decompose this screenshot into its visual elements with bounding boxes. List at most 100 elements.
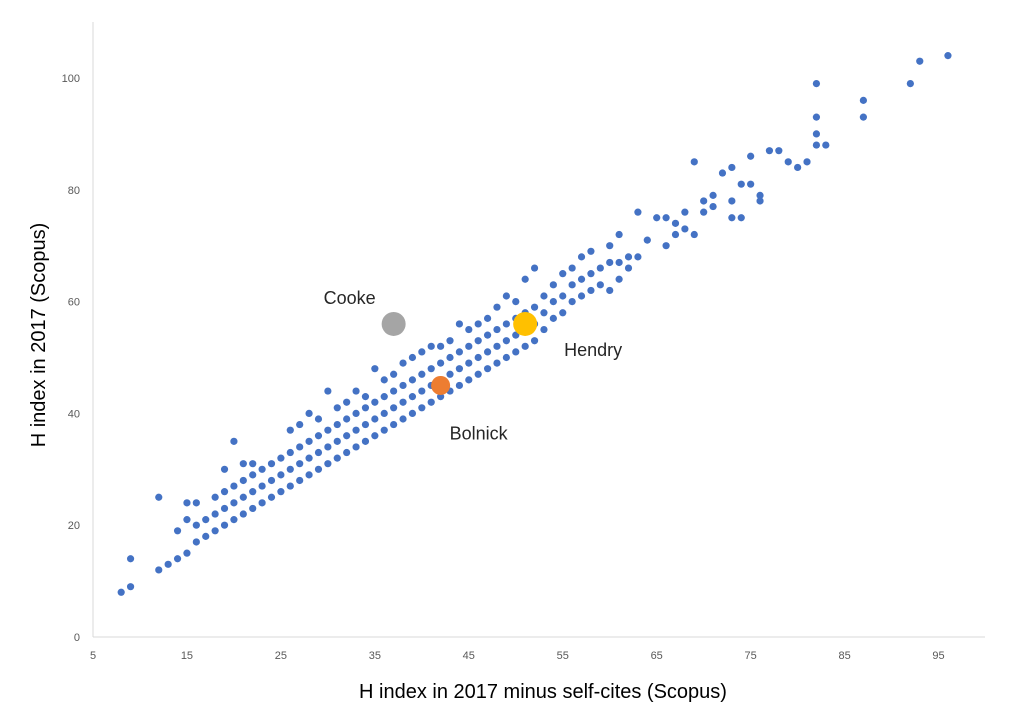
- data-point: [474, 353, 482, 362]
- data-point: [465, 325, 473, 334]
- x-tick-label: 75: [745, 650, 757, 662]
- data-point: [230, 437, 238, 445]
- data-point: [164, 560, 172, 568]
- highlight-point-hendry: [513, 311, 538, 336]
- data-point: [249, 460, 257, 468]
- annotation-hendry: Hendry: [564, 340, 622, 360]
- data-point: [446, 353, 454, 362]
- data-point: [681, 208, 689, 216]
- data-point: [512, 298, 520, 306]
- data-point: [202, 532, 210, 540]
- data-point: [296, 420, 304, 429]
- data-point: [239, 510, 247, 518]
- data-point: [418, 404, 426, 412]
- data-point: [784, 158, 792, 166]
- data-point: [822, 141, 830, 149]
- data-point: [399, 381, 407, 390]
- data-point: [390, 420, 398, 429]
- annotation-bolnick: Bolnick: [450, 423, 509, 443]
- data-point: [202, 516, 210, 524]
- data-point: [343, 398, 351, 406]
- data-point: [690, 230, 698, 239]
- data-point: [493, 359, 501, 367]
- data-point: [812, 141, 821, 149]
- y-tick-label: 20: [68, 520, 80, 532]
- data-point: [559, 309, 567, 317]
- x-tick-label: 5: [90, 650, 96, 662]
- data-point: [399, 359, 407, 367]
- data-point: [183, 499, 191, 507]
- data-point: [408, 393, 417, 401]
- data-point: [418, 370, 426, 378]
- data-point: [296, 443, 304, 451]
- data-point: [728, 214, 736, 222]
- y-tick-label: 40: [68, 408, 80, 420]
- data-point: [371, 415, 379, 423]
- data-point: [671, 230, 680, 239]
- data-point: [502, 337, 510, 345]
- data-point: [474, 337, 482, 345]
- highlight-point-bolnick: [431, 375, 451, 395]
- data-point: [671, 219, 680, 227]
- data-point: [286, 426, 294, 434]
- data-point: [737, 214, 745, 222]
- data-point: [512, 348, 520, 356]
- data-point: [220, 488, 229, 496]
- data-point: [211, 527, 219, 535]
- data-point: [493, 303, 501, 311]
- data-point: [747, 152, 755, 160]
- data-point: [314, 432, 323, 440]
- data-point: [606, 242, 614, 250]
- data-point: [418, 387, 426, 395]
- data-point: [333, 437, 341, 445]
- data-point: [286, 482, 294, 490]
- data-point: [277, 488, 285, 496]
- data-point: [390, 387, 398, 395]
- data-point: [258, 482, 266, 490]
- y-tick-label: 80: [68, 185, 80, 197]
- data-point: [540, 325, 548, 334]
- data-point: [455, 320, 464, 328]
- data-point: [390, 404, 398, 412]
- data-point: [314, 465, 323, 473]
- data-point: [361, 404, 370, 412]
- data-point: [333, 404, 341, 412]
- data-point: [483, 314, 492, 322]
- data-point: [258, 465, 266, 473]
- data-point: [474, 320, 482, 328]
- data-point: [446, 370, 454, 378]
- data-point: [577, 253, 586, 261]
- x-tick-label: 85: [838, 650, 850, 662]
- data-point: [455, 381, 464, 390]
- data-point: [371, 398, 379, 406]
- data-point: [183, 516, 191, 524]
- data-point: [634, 208, 642, 216]
- data-point: [117, 588, 125, 596]
- data-point: [192, 499, 200, 507]
- data-point: [624, 253, 633, 261]
- data-point: [662, 242, 670, 250]
- data-point: [380, 376, 388, 384]
- x-tick-label: 45: [463, 650, 475, 662]
- data-point: [324, 460, 332, 468]
- data-point: [615, 258, 623, 267]
- data-point: [568, 298, 576, 306]
- data-point: [728, 163, 736, 172]
- data-point: [465, 342, 473, 350]
- data-point: [408, 409, 417, 417]
- x-tick-label: 15: [181, 650, 193, 662]
- data-point: [333, 454, 341, 462]
- annotation-cooke: Cooke: [324, 288, 376, 308]
- data-point: [483, 348, 492, 356]
- x-tick-label: 35: [369, 650, 381, 662]
- data-point: [559, 270, 567, 278]
- data-point: [606, 258, 614, 267]
- data-point: [559, 292, 567, 300]
- data-point: [192, 521, 200, 529]
- data-point: [812, 113, 821, 121]
- data-point: [700, 197, 708, 205]
- data-point: [643, 236, 651, 244]
- data-point: [662, 214, 670, 222]
- data-point: [859, 113, 867, 121]
